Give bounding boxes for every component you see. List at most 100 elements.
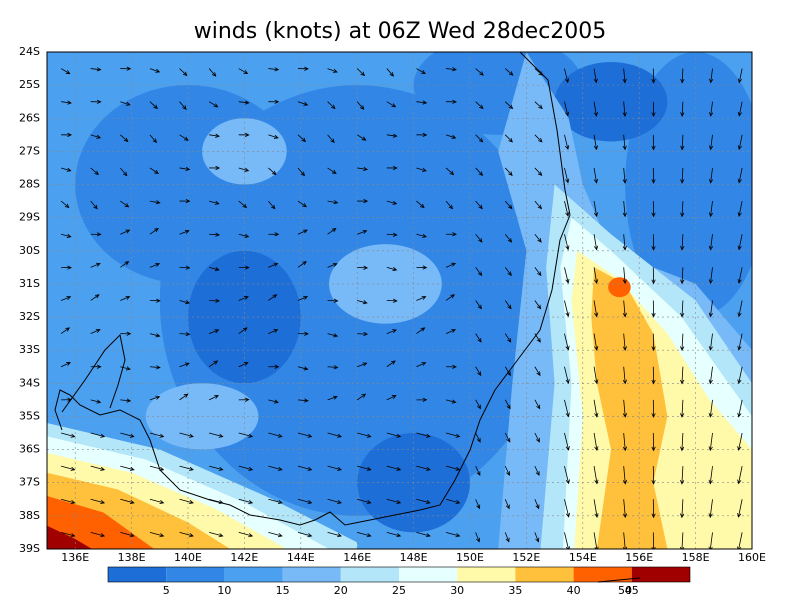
wind-arrow <box>268 232 280 237</box>
wind-arrow <box>737 134 743 151</box>
wind-arrow <box>737 399 743 418</box>
wind-arrow <box>386 395 397 401</box>
wind-arrow <box>593 201 599 218</box>
wind-arrow <box>534 432 540 443</box>
wind-arrow <box>416 327 426 334</box>
wind-arrow <box>149 365 161 370</box>
wind-arrow <box>622 532 628 549</box>
wind-arrow <box>60 531 76 538</box>
wind-arrow <box>504 267 512 277</box>
colorbar-swatch <box>631 567 690 582</box>
wind-arrow <box>386 200 398 205</box>
wind-arrow <box>737 68 743 84</box>
lon-label: 142E <box>230 551 258 564</box>
wind-arrow <box>386 498 402 505</box>
wind-arrow <box>268 498 283 505</box>
wind-arrow <box>238 68 249 75</box>
wind-arrow <box>297 167 306 177</box>
wind-arrow <box>386 133 398 138</box>
wind-arrow <box>386 232 398 237</box>
wind-arrow <box>149 432 165 438</box>
wind-arrow <box>268 364 280 369</box>
wind-arrow <box>297 296 309 301</box>
speed-region <box>202 118 287 185</box>
wind-arrow <box>386 266 398 272</box>
colorbar-label: 10 <box>217 584 231 597</box>
wind-arrow <box>90 364 102 369</box>
wind-arrow <box>268 262 279 268</box>
wind-arrow <box>60 432 76 438</box>
wind-arrow <box>622 466 628 485</box>
wind-arrow <box>357 362 368 368</box>
colorbar-swatch <box>573 567 632 582</box>
wind-arrow <box>651 68 656 84</box>
wind-arrow <box>209 329 220 334</box>
wind-arrow <box>61 100 72 105</box>
wind-arrow <box>386 432 402 438</box>
lon-label: 154E <box>569 551 597 564</box>
lat-label: 32S <box>19 310 40 323</box>
gulf-coast <box>61 333 126 413</box>
wind-arrow <box>504 366 511 377</box>
colorbar-label: 5 <box>163 584 170 597</box>
wind-arrow <box>90 498 106 505</box>
wind-arrow <box>416 200 425 209</box>
wind-arrow <box>416 498 431 505</box>
lat-label: 31S <box>19 277 40 290</box>
wind-arrow <box>60 362 71 368</box>
wind-arrow <box>120 101 131 106</box>
wind-arrow <box>149 465 165 471</box>
wind-arrow <box>297 432 313 438</box>
wind-arrow <box>475 399 481 410</box>
colorbar-label: 15 <box>276 584 290 597</box>
wind-arrow <box>179 331 191 337</box>
wind-arrow <box>680 167 685 184</box>
wind-arrow <box>238 531 254 538</box>
wind-arrow <box>504 200 513 210</box>
lat-label: 35S <box>19 409 40 422</box>
wind-arrow <box>327 167 337 174</box>
wind-arrow <box>446 232 457 237</box>
wind-arrow <box>593 267 599 284</box>
wind-arrow <box>564 333 570 351</box>
wind-arrow <box>416 362 427 368</box>
wind-arrow <box>90 167 99 176</box>
wind-arrow <box>90 399 102 404</box>
wind-arrow <box>445 167 455 176</box>
wind-arrow <box>327 262 338 268</box>
wind-arrow <box>357 166 368 172</box>
wind-arrow <box>297 261 307 268</box>
lat-label: 24S <box>19 45 40 58</box>
wind-arrow <box>564 432 570 451</box>
wind-arrow <box>622 366 627 385</box>
wind-arrow <box>90 294 100 301</box>
wind-arrow <box>179 362 190 368</box>
wind-arrow <box>737 267 743 284</box>
wind-arrow <box>622 101 627 118</box>
wind-arrow <box>209 432 224 438</box>
wind-arrow <box>61 265 73 270</box>
speed-region <box>608 277 631 298</box>
wind-arrow <box>357 465 372 471</box>
wind-arrow <box>149 101 158 110</box>
wind-arrow <box>386 68 395 77</box>
wind-arrow <box>238 233 250 238</box>
wind-arrow <box>651 167 656 184</box>
wind-arrow <box>680 68 685 84</box>
wind-arrow <box>268 531 283 538</box>
wind-arrow <box>445 399 457 404</box>
wind-arrow <box>445 134 457 139</box>
wind-arrow <box>179 199 191 204</box>
wind-arrow <box>238 397 250 402</box>
wind-arrow <box>149 531 165 538</box>
wind-arrow <box>416 296 427 301</box>
wind-arrow <box>209 165 221 171</box>
wind-arrow <box>679 499 685 519</box>
wind-arrow <box>386 329 397 334</box>
wind-arrow <box>90 232 102 237</box>
wind-arrow <box>475 101 484 110</box>
wind-arrow <box>179 393 189 401</box>
wind-arrow <box>680 300 685 318</box>
wind-arrow <box>534 399 541 410</box>
